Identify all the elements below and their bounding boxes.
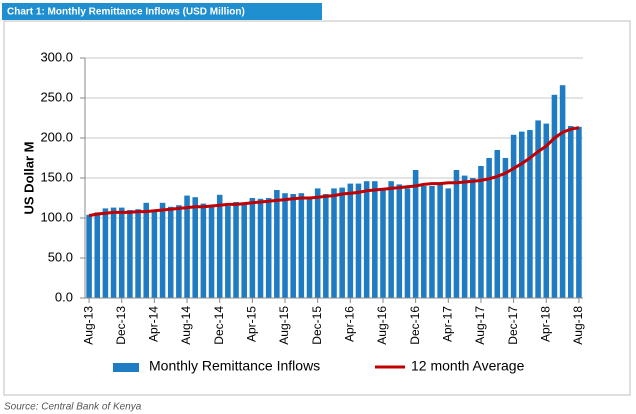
bar [249,198,256,298]
bar [127,210,133,298]
bar [437,184,443,298]
bar [233,202,239,298]
bar [118,207,125,298]
bar [282,193,288,298]
x-tick-label: Apr-18 [538,306,552,342]
x-tick-label: Dec-13 [114,306,128,345]
bar [208,206,215,298]
bar [110,207,117,298]
bar [486,158,492,298]
bar [102,208,109,298]
y-tick-label: 250.0 [40,89,73,104]
y-tick-label: 300.0 [40,49,73,64]
x-tick-label: Apr-17 [440,306,454,342]
x-tick-label: Dec-15 [310,306,324,345]
bar [502,158,509,298]
bar [576,126,582,298]
bar [567,126,574,298]
bar [192,197,198,298]
bar [355,183,362,298]
bar [151,210,158,298]
title-bar [2,3,322,20]
bar [388,181,394,298]
bar [372,181,378,298]
x-tick-label: Apr-15 [245,306,259,342]
bar [380,188,386,298]
y-tick-label: 200.0 [40,129,73,144]
x-tick-label: Aug-15 [277,306,291,345]
bar [184,195,190,298]
y-tick-label: 100.0 [40,209,73,224]
x-tick-label: Apr-14 [147,306,161,342]
source-note: Source: Central Bank of Kenya [4,402,142,413]
bar [257,198,264,298]
x-tick-label: Aug-18 [571,306,585,345]
x-tick-label: Apr-16 [342,306,356,342]
bar [290,194,296,298]
x-tick-label: Aug-17 [473,306,487,345]
bar [94,212,101,298]
x-tick-label: Aug-16 [375,306,389,345]
bar [470,178,476,298]
bar [510,134,517,298]
bar [478,166,484,298]
bar [298,193,305,298]
legend-swatch [113,363,139,372]
bar [559,85,566,298]
bar [518,131,525,298]
bar [339,187,345,298]
x-tick-label: Aug-14 [179,306,193,345]
legend-label: 12 month Average [411,358,525,374]
bar [216,194,223,298]
chart-frame [3,20,631,396]
bar [314,188,321,298]
bar [363,181,370,298]
average-line [88,126,580,218]
legend-label: Monthly Remittance Inflows [149,358,320,374]
bar [494,150,501,298]
x-tick-label: Aug-13 [81,306,95,345]
y-axis-label: US Dollar M [21,142,36,215]
bar [241,202,247,298]
bar [306,197,313,298]
bar [412,170,419,298]
bar [225,206,231,298]
bar [265,198,272,298]
x-tick-label: Dec-17 [506,306,520,345]
x-tick-label: Dec-14 [212,306,226,345]
bar [421,186,427,298]
bar [429,186,435,298]
bar [527,130,533,298]
bar [159,202,166,298]
bar [200,203,207,298]
bar [274,190,280,298]
y-tick-label: 50.0 [48,249,73,264]
bar [176,205,182,298]
bar [453,170,460,298]
bar [143,202,150,298]
bar [86,214,92,298]
y-tick-label: 0.0 [55,289,73,304]
chart-title: Chart 1: Monthly Remittance Inflows (USD… [7,7,245,18]
x-tick-label: Dec-16 [408,306,422,345]
bar [543,123,550,298]
bar [167,206,174,298]
bar [551,94,558,298]
bar [404,188,411,298]
bar [331,188,337,298]
y-tick-label: 150.0 [40,169,73,184]
bar [323,194,329,298]
bar [461,175,468,298]
bar [347,183,354,298]
bar [445,188,452,298]
bar [535,120,541,299]
bar [396,184,403,298]
bar [135,209,141,298]
